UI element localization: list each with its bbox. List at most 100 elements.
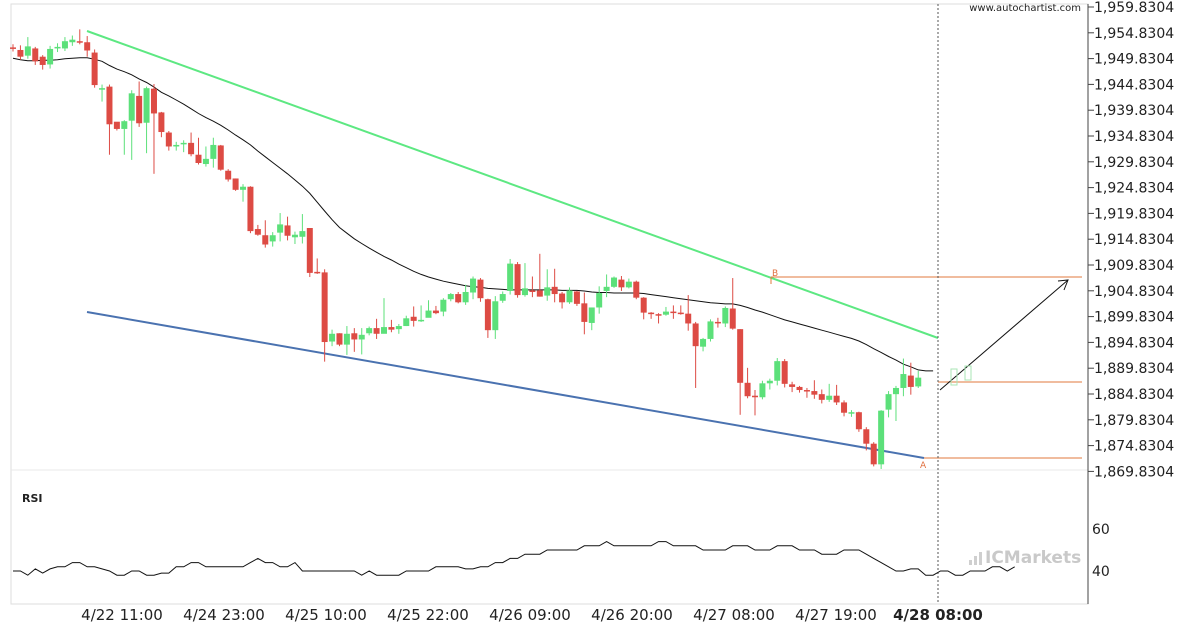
candle bbox=[714, 317, 721, 328]
candle bbox=[299, 214, 306, 244]
candle bbox=[551, 268, 558, 303]
x-tick-label: 4/24 23:00 bbox=[183, 606, 265, 624]
candle bbox=[655, 313, 662, 324]
candle bbox=[455, 291, 462, 304]
candle bbox=[314, 258, 321, 274]
candle bbox=[618, 275, 625, 291]
support-trendline bbox=[86, 311, 925, 459]
x-tick-label: 4/27 08:00 bbox=[693, 606, 775, 624]
candle bbox=[113, 121, 120, 131]
candle bbox=[878, 410, 885, 469]
candle bbox=[291, 231, 298, 245]
y-tick-label: 1,949.8304 bbox=[1094, 52, 1174, 68]
y-tick-label: 1,929.8304 bbox=[1094, 155, 1174, 171]
candle bbox=[91, 49, 98, 88]
candle bbox=[284, 216, 291, 241]
candle bbox=[521, 263, 528, 297]
candle bbox=[158, 111, 165, 138]
point-b-label: B bbox=[772, 269, 778, 279]
y-tick-label: 1,909.8304 bbox=[1094, 258, 1174, 274]
x-tick-label: 4/25 22:00 bbox=[387, 606, 469, 624]
candle bbox=[752, 390, 758, 416]
candle bbox=[900, 358, 907, 397]
x-tick-label: 4/27 19:00 bbox=[795, 606, 877, 624]
candle bbox=[173, 141, 180, 151]
candle bbox=[603, 274, 610, 298]
forming-candle bbox=[950, 368, 958, 386]
candle bbox=[536, 253, 543, 297]
candle bbox=[351, 328, 358, 352]
candle bbox=[306, 228, 313, 278]
candle bbox=[99, 84, 106, 102]
candle bbox=[477, 278, 484, 302]
forming-candle bbox=[964, 365, 972, 381]
y-tick-label: 1,959.8304 bbox=[1094, 0, 1174, 16]
candle bbox=[84, 36, 91, 57]
candle bbox=[410, 306, 417, 327]
resistance-trendline bbox=[86, 30, 939, 339]
y-tick-label: 1,874.8304 bbox=[1094, 439, 1174, 455]
candle bbox=[596, 286, 603, 314]
candle bbox=[633, 280, 640, 300]
candle bbox=[796, 385, 803, 393]
candle bbox=[781, 359, 788, 388]
candle bbox=[648, 312, 655, 319]
candle bbox=[573, 290, 580, 306]
candle bbox=[47, 45, 54, 69]
candle bbox=[625, 278, 632, 289]
candle bbox=[662, 306, 669, 316]
candle bbox=[566, 287, 573, 304]
candle bbox=[670, 305, 677, 319]
y-tick-label: 1,884.8304 bbox=[1094, 387, 1174, 403]
rsi-tick-label: 60 bbox=[1092, 522, 1110, 538]
y-tick-label: 1,899.8304 bbox=[1094, 310, 1174, 326]
candle bbox=[915, 370, 922, 388]
candle bbox=[484, 298, 491, 338]
x-tick-label: 4/26 20:00 bbox=[591, 606, 673, 624]
candle bbox=[321, 269, 328, 362]
y-tick-label: 1,914.8304 bbox=[1094, 232, 1174, 248]
candle bbox=[373, 318, 380, 339]
candle bbox=[381, 298, 387, 334]
candle bbox=[39, 55, 46, 70]
candle bbox=[277, 213, 284, 242]
candle bbox=[69, 35, 76, 46]
candle bbox=[789, 381, 796, 393]
y-tick-label: 1,889.8304 bbox=[1094, 361, 1174, 377]
candle bbox=[803, 387, 810, 398]
candle bbox=[136, 81, 143, 127]
candle bbox=[507, 258, 514, 295]
candle bbox=[470, 276, 477, 300]
candle bbox=[366, 326, 373, 336]
candle bbox=[202, 146, 209, 167]
candle bbox=[240, 184, 247, 202]
candle bbox=[611, 276, 618, 288]
candle bbox=[559, 291, 566, 309]
candle bbox=[143, 86, 150, 154]
x-tick-label: 4/28 08:00 bbox=[893, 606, 983, 624]
candle bbox=[225, 169, 232, 182]
candle bbox=[24, 37, 31, 59]
candle bbox=[700, 337, 707, 352]
candle bbox=[692, 321, 699, 388]
candle bbox=[195, 137, 202, 165]
candle bbox=[32, 46, 39, 65]
candle bbox=[818, 389, 825, 404]
candle bbox=[811, 380, 818, 399]
candle bbox=[892, 385, 899, 421]
candle bbox=[514, 262, 521, 298]
candle bbox=[106, 84, 113, 155]
candle bbox=[329, 329, 336, 347]
candle bbox=[128, 90, 135, 160]
candle bbox=[418, 305, 425, 322]
y-tick-label: 1,869.8304 bbox=[1094, 464, 1174, 480]
candle bbox=[737, 329, 744, 415]
candle bbox=[262, 220, 269, 248]
candle bbox=[863, 427, 870, 451]
candle bbox=[432, 305, 439, 315]
candle bbox=[588, 307, 595, 331]
y-tick-label: 1,924.8304 bbox=[1094, 181, 1174, 197]
candle bbox=[425, 300, 432, 318]
rsi-label: RSI bbox=[22, 492, 43, 505]
